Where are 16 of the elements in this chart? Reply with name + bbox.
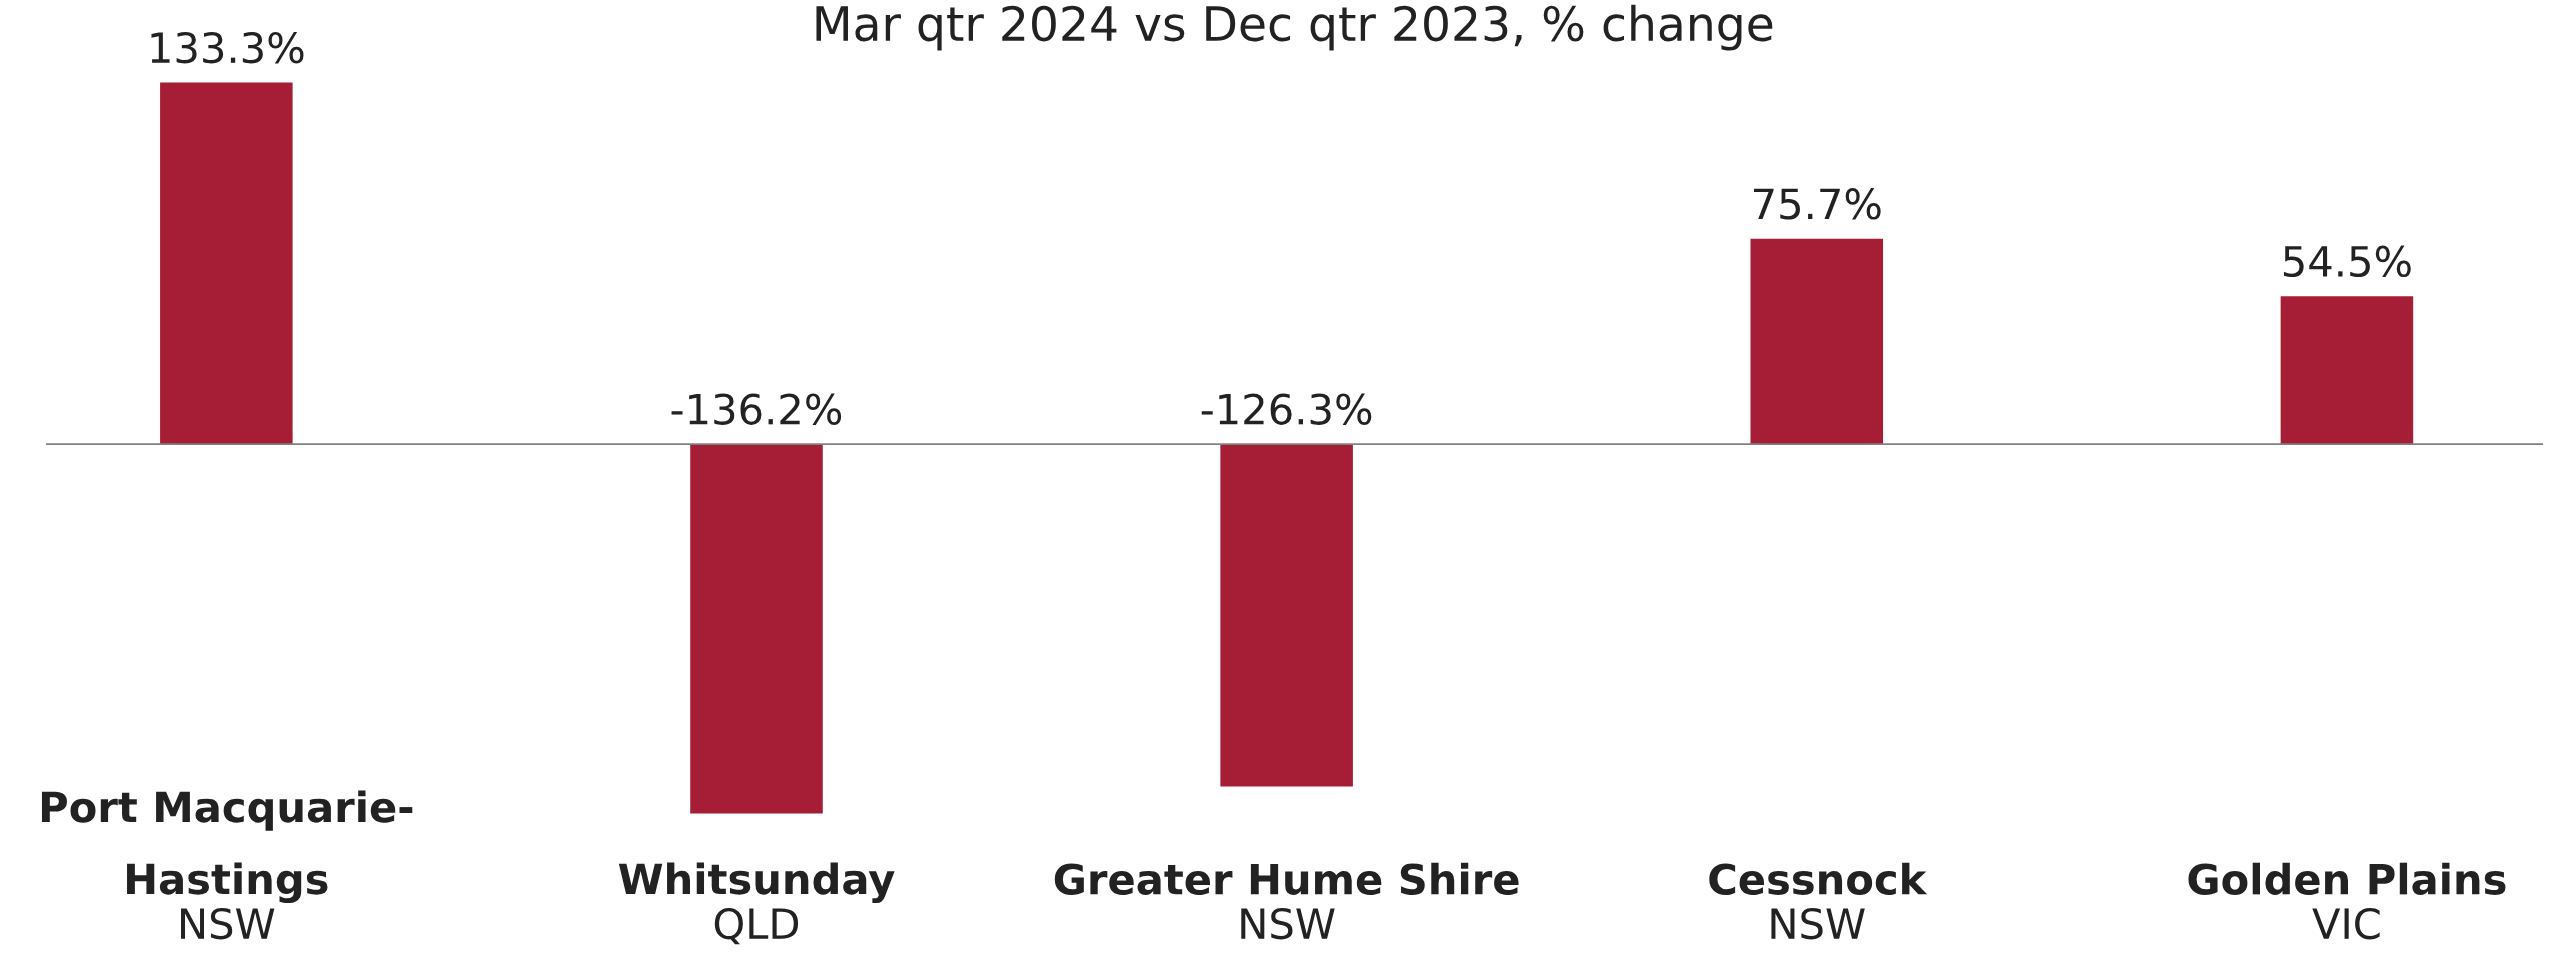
bar xyxy=(2280,296,2414,445)
data-label: -136.2% xyxy=(671,393,842,425)
bar xyxy=(1220,444,1353,787)
bar xyxy=(1750,238,1884,445)
data-label: 133.3% xyxy=(151,31,304,64)
data-label: 54.5% xyxy=(2283,245,2411,278)
x-tick-label: Greater Hume Shire NSW xyxy=(1054,862,1519,940)
x-tick-label: Cessnock NSW xyxy=(1709,862,1928,940)
x-tick-label: Whitsunday QLD xyxy=(618,862,895,945)
x-tick-label: Golden Plains VIC xyxy=(2188,862,2506,940)
chart-title: Mar qtr 2024 vs Dec qtr 2023, % change xyxy=(816,4,1773,51)
bar xyxy=(160,82,293,445)
data-label: -126.3% xyxy=(1201,393,1372,425)
bar xyxy=(690,444,823,814)
data-label: 75.7% xyxy=(1754,188,1881,220)
x-tick-label: Port Macquarie- Hastings NSW xyxy=(41,790,413,940)
